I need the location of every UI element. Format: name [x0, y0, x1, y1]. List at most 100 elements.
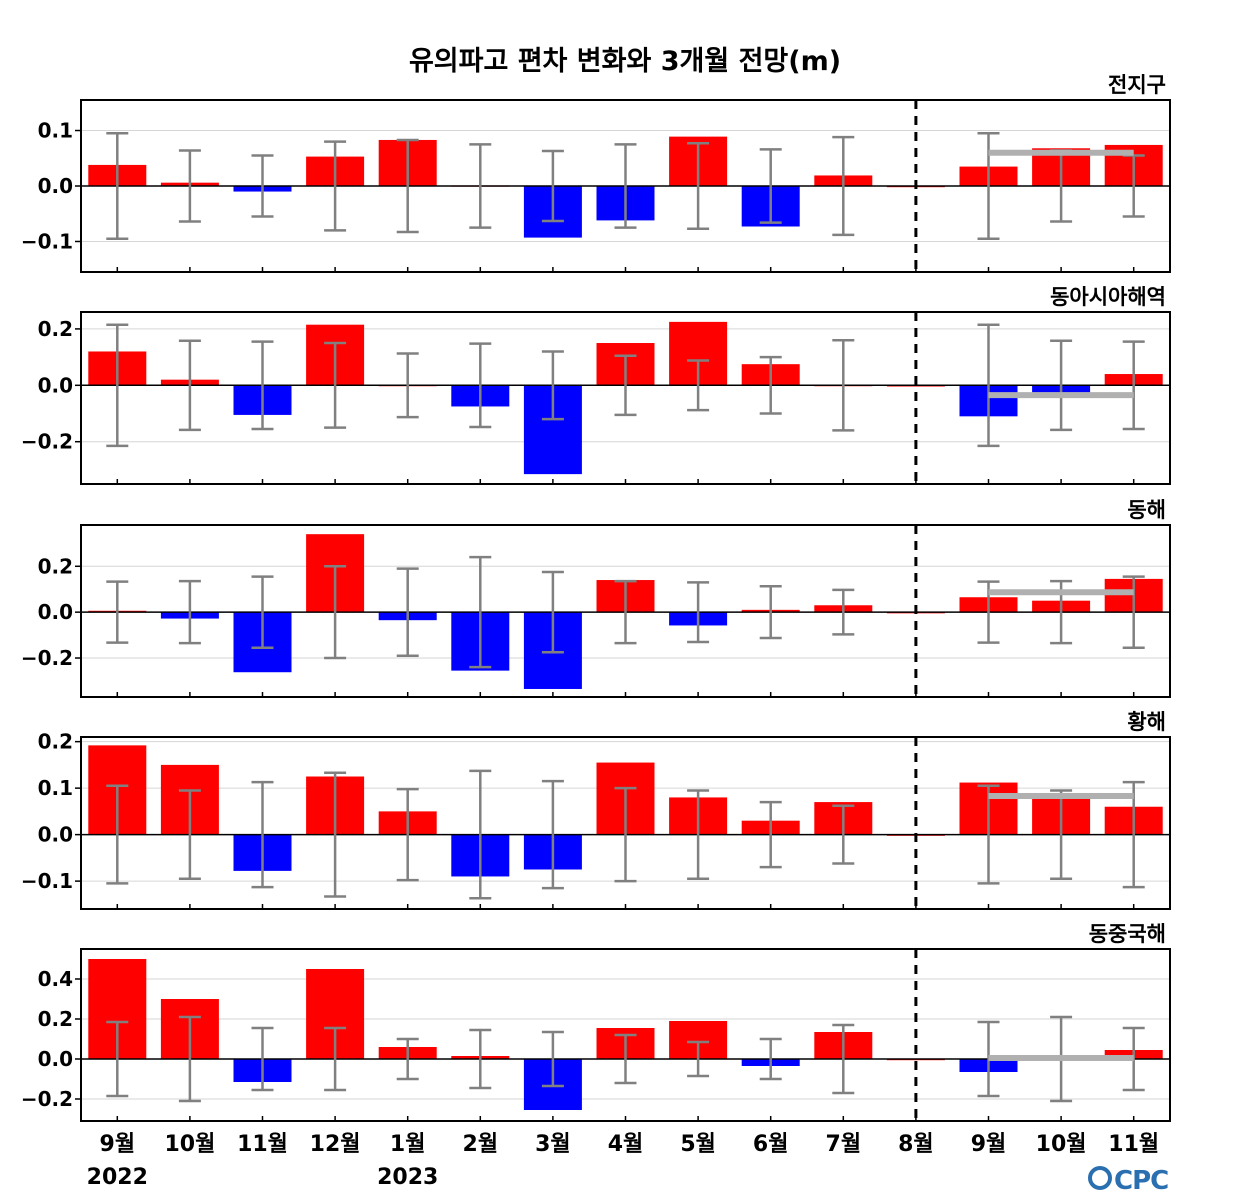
error-bar — [759, 584, 782, 640]
year-label: 2022 — [87, 1165, 148, 1190]
panel-frame — [80, 311, 1171, 485]
error-bar — [251, 1026, 274, 1092]
panel-title: 동중국해 — [1089, 922, 1166, 946]
x-axis: 9월 10월 11월 12월 1월 2월 3월 4월 5월 6월 7월 8월 9월 10월 11월 2022 2… — [87, 1132, 1159, 1190]
error-bar — [1050, 789, 1073, 881]
panel-3: 동해 −0.2 0.0 0.2 — [21, 498, 1171, 698]
error-bar — [977, 323, 1000, 448]
logo-text: CPC — [1114, 1166, 1168, 1196]
x-tick-label: 3월 — [535, 1132, 571, 1157]
error-bar — [324, 341, 347, 429]
error-bar — [759, 148, 782, 224]
error-bar — [324, 1026, 347, 1092]
error-bar — [106, 1020, 129, 1098]
error-bar — [106, 132, 129, 240]
error-bar — [396, 787, 419, 882]
panel-4: 황해 −0.1 0.0 0.1 0.2 — [21, 710, 1171, 910]
x-tick-label: 9월 — [100, 1132, 136, 1157]
error-bar — [178, 579, 201, 645]
error-bar — [687, 1040, 710, 1078]
error-bar — [178, 789, 201, 881]
error-bar — [469, 342, 492, 429]
panel-title: 동해 — [1127, 498, 1166, 522]
error-bar — [178, 1015, 201, 1103]
error-bar — [1122, 340, 1145, 431]
error-bar — [178, 339, 201, 432]
y-tick-label: 0.4 — [38, 967, 73, 991]
panel-frame — [80, 99, 1171, 273]
panel-frame — [80, 524, 1171, 698]
panel-1: 전지구 −0.1 0.0 0.1 — [21, 73, 1171, 273]
error-bar — [541, 1030, 564, 1088]
error-bar — [106, 323, 129, 448]
y-tick-label: 0.0 — [38, 823, 73, 847]
error-bar — [687, 359, 710, 412]
panel-5: 동중국해 −0.2 0.0 0.2 0.4 — [21, 922, 1171, 1122]
error-bar — [1122, 780, 1145, 889]
error-bar — [614, 354, 637, 417]
y-tick-label: 0.2 — [38, 1007, 73, 1031]
y-tick-label: −0.2 — [21, 1087, 73, 1111]
y-tick-label: 0.1 — [38, 119, 73, 143]
panel-title: 황해 — [1127, 710, 1166, 734]
error-bar — [396, 567, 419, 657]
error-bar — [832, 1023, 855, 1095]
error-bar — [469, 1028, 492, 1090]
error-bar — [469, 769, 492, 900]
error-bar — [832, 804, 855, 865]
y-tick-label: 0.2 — [38, 554, 73, 578]
error-bar — [541, 570, 564, 654]
error-bar — [832, 588, 855, 636]
error-bar — [759, 1037, 782, 1081]
y-tick-label: 0.0 — [38, 600, 73, 624]
x-tick-label: 10월 — [1036, 1132, 1087, 1157]
x-tick-label: 8월 — [898, 1132, 934, 1157]
error-bar — [541, 779, 564, 890]
error-bar — [469, 555, 492, 669]
error-bar — [106, 784, 129, 885]
y-tick-label: −0.2 — [21, 430, 73, 454]
x-tick-label: 7월 — [826, 1132, 862, 1157]
error-bar — [541, 149, 564, 223]
logo-ring-icon — [1088, 1166, 1112, 1190]
x-tick-label: 1월 — [390, 1132, 426, 1157]
y-tick-label: −0.1 — [21, 229, 73, 253]
error-bar — [614, 579, 637, 645]
error-bar — [396, 1037, 419, 1081]
panel-2: 동아시아해역 −0.2 0.0 0.2 — [21, 285, 1171, 485]
error-bar — [396, 138, 419, 234]
error-bar — [251, 780, 274, 889]
panel-title: 동아시아해역 — [1050, 285, 1166, 309]
error-bar — [759, 355, 782, 415]
y-tick-label: 0.2 — [38, 317, 73, 341]
error-bar — [687, 789, 710, 881]
error-bar — [1122, 575, 1145, 649]
error-bar — [469, 143, 492, 229]
error-bar — [614, 1033, 637, 1085]
x-tick-label: 6월 — [753, 1132, 789, 1157]
error-bar — [687, 142, 710, 230]
chart-title: 유의파고 편차 변화와 3개월 전망(m) — [409, 46, 841, 77]
x-tick-label: 9월 — [971, 1132, 1007, 1157]
x-tick-label: 11월 — [1108, 1132, 1159, 1157]
x-tick-label: 4월 — [608, 1132, 644, 1157]
error-bar — [396, 352, 419, 419]
year-label: 2023 — [377, 1165, 438, 1190]
error-bar — [251, 575, 274, 649]
error-bar — [324, 140, 347, 232]
error-bar — [614, 143, 637, 229]
y-tick-label: −0.1 — [21, 869, 73, 893]
panel-frame — [80, 736, 1171, 910]
error-bar — [614, 786, 637, 883]
y-tick-label: −0.2 — [21, 646, 73, 670]
error-bar — [106, 580, 129, 644]
error-bar — [251, 154, 274, 218]
y-tick-label: 0.0 — [38, 1047, 73, 1071]
error-bar — [759, 800, 782, 869]
x-tick-label: 10월 — [164, 1132, 215, 1157]
x-tick-label: 11월 — [237, 1132, 288, 1157]
x-tick-label: 5월 — [680, 1132, 716, 1157]
x-tick-label: 12월 — [310, 1132, 361, 1157]
error-bar — [977, 784, 1000, 885]
error-bar — [832, 338, 855, 432]
